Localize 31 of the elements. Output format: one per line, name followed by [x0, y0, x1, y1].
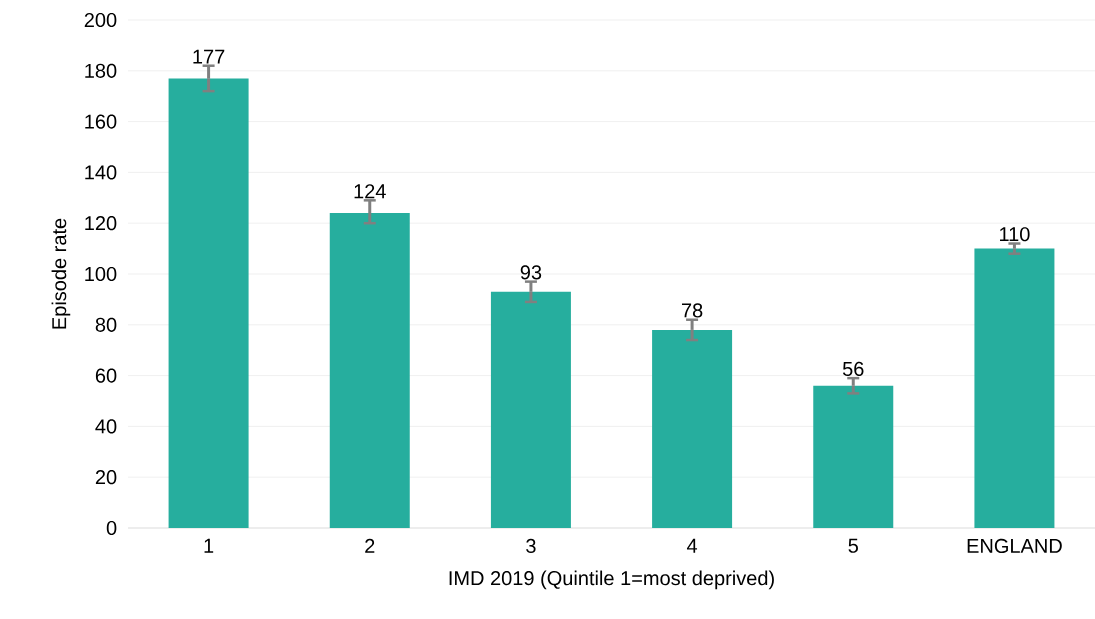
bar	[813, 385, 894, 528]
data-label: 56	[842, 361, 864, 376]
y-tick-label: 40	[95, 419, 117, 434]
y-tick-label: 20	[95, 470, 117, 485]
bar	[974, 248, 1055, 528]
y-tick-label: 180	[85, 63, 117, 78]
y-tick-label: 200	[84, 12, 117, 28]
data-label: 78	[682, 303, 703, 318]
y-tick-label: 0	[106, 520, 117, 536]
x-tick-label: 2	[365, 538, 375, 553]
data-label: 93	[520, 265, 542, 280]
data-label: 177	[193, 49, 225, 64]
y-tick-label: 120	[85, 216, 117, 231]
y-tick-label: 80	[95, 317, 117, 332]
y-tick-label: 100	[85, 266, 117, 282]
y-tick-label: 60	[95, 368, 117, 383]
x-tick-label: 3	[526, 538, 536, 554]
data-label: 124	[354, 184, 386, 199]
bar	[490, 291, 571, 528]
bar	[652, 329, 733, 528]
x-tick-label: 5	[848, 538, 858, 553]
x-tick-label: 4	[686, 538, 698, 553]
y-tick-label: 140	[85, 165, 117, 180]
y-tick-label: 160	[85, 114, 117, 129]
data-label: 110	[1000, 227, 1030, 242]
x-axis-title: IMD 2019 (Quintile 1=most deprived)	[449, 570, 774, 590]
x-tick-label: ENGLAND	[967, 538, 1062, 554]
x-tick-label: 1	[204, 538, 214, 553]
bar	[329, 213, 410, 528]
bar	[168, 78, 249, 528]
y-axis-title: Episode rate	[51, 218, 71, 329]
